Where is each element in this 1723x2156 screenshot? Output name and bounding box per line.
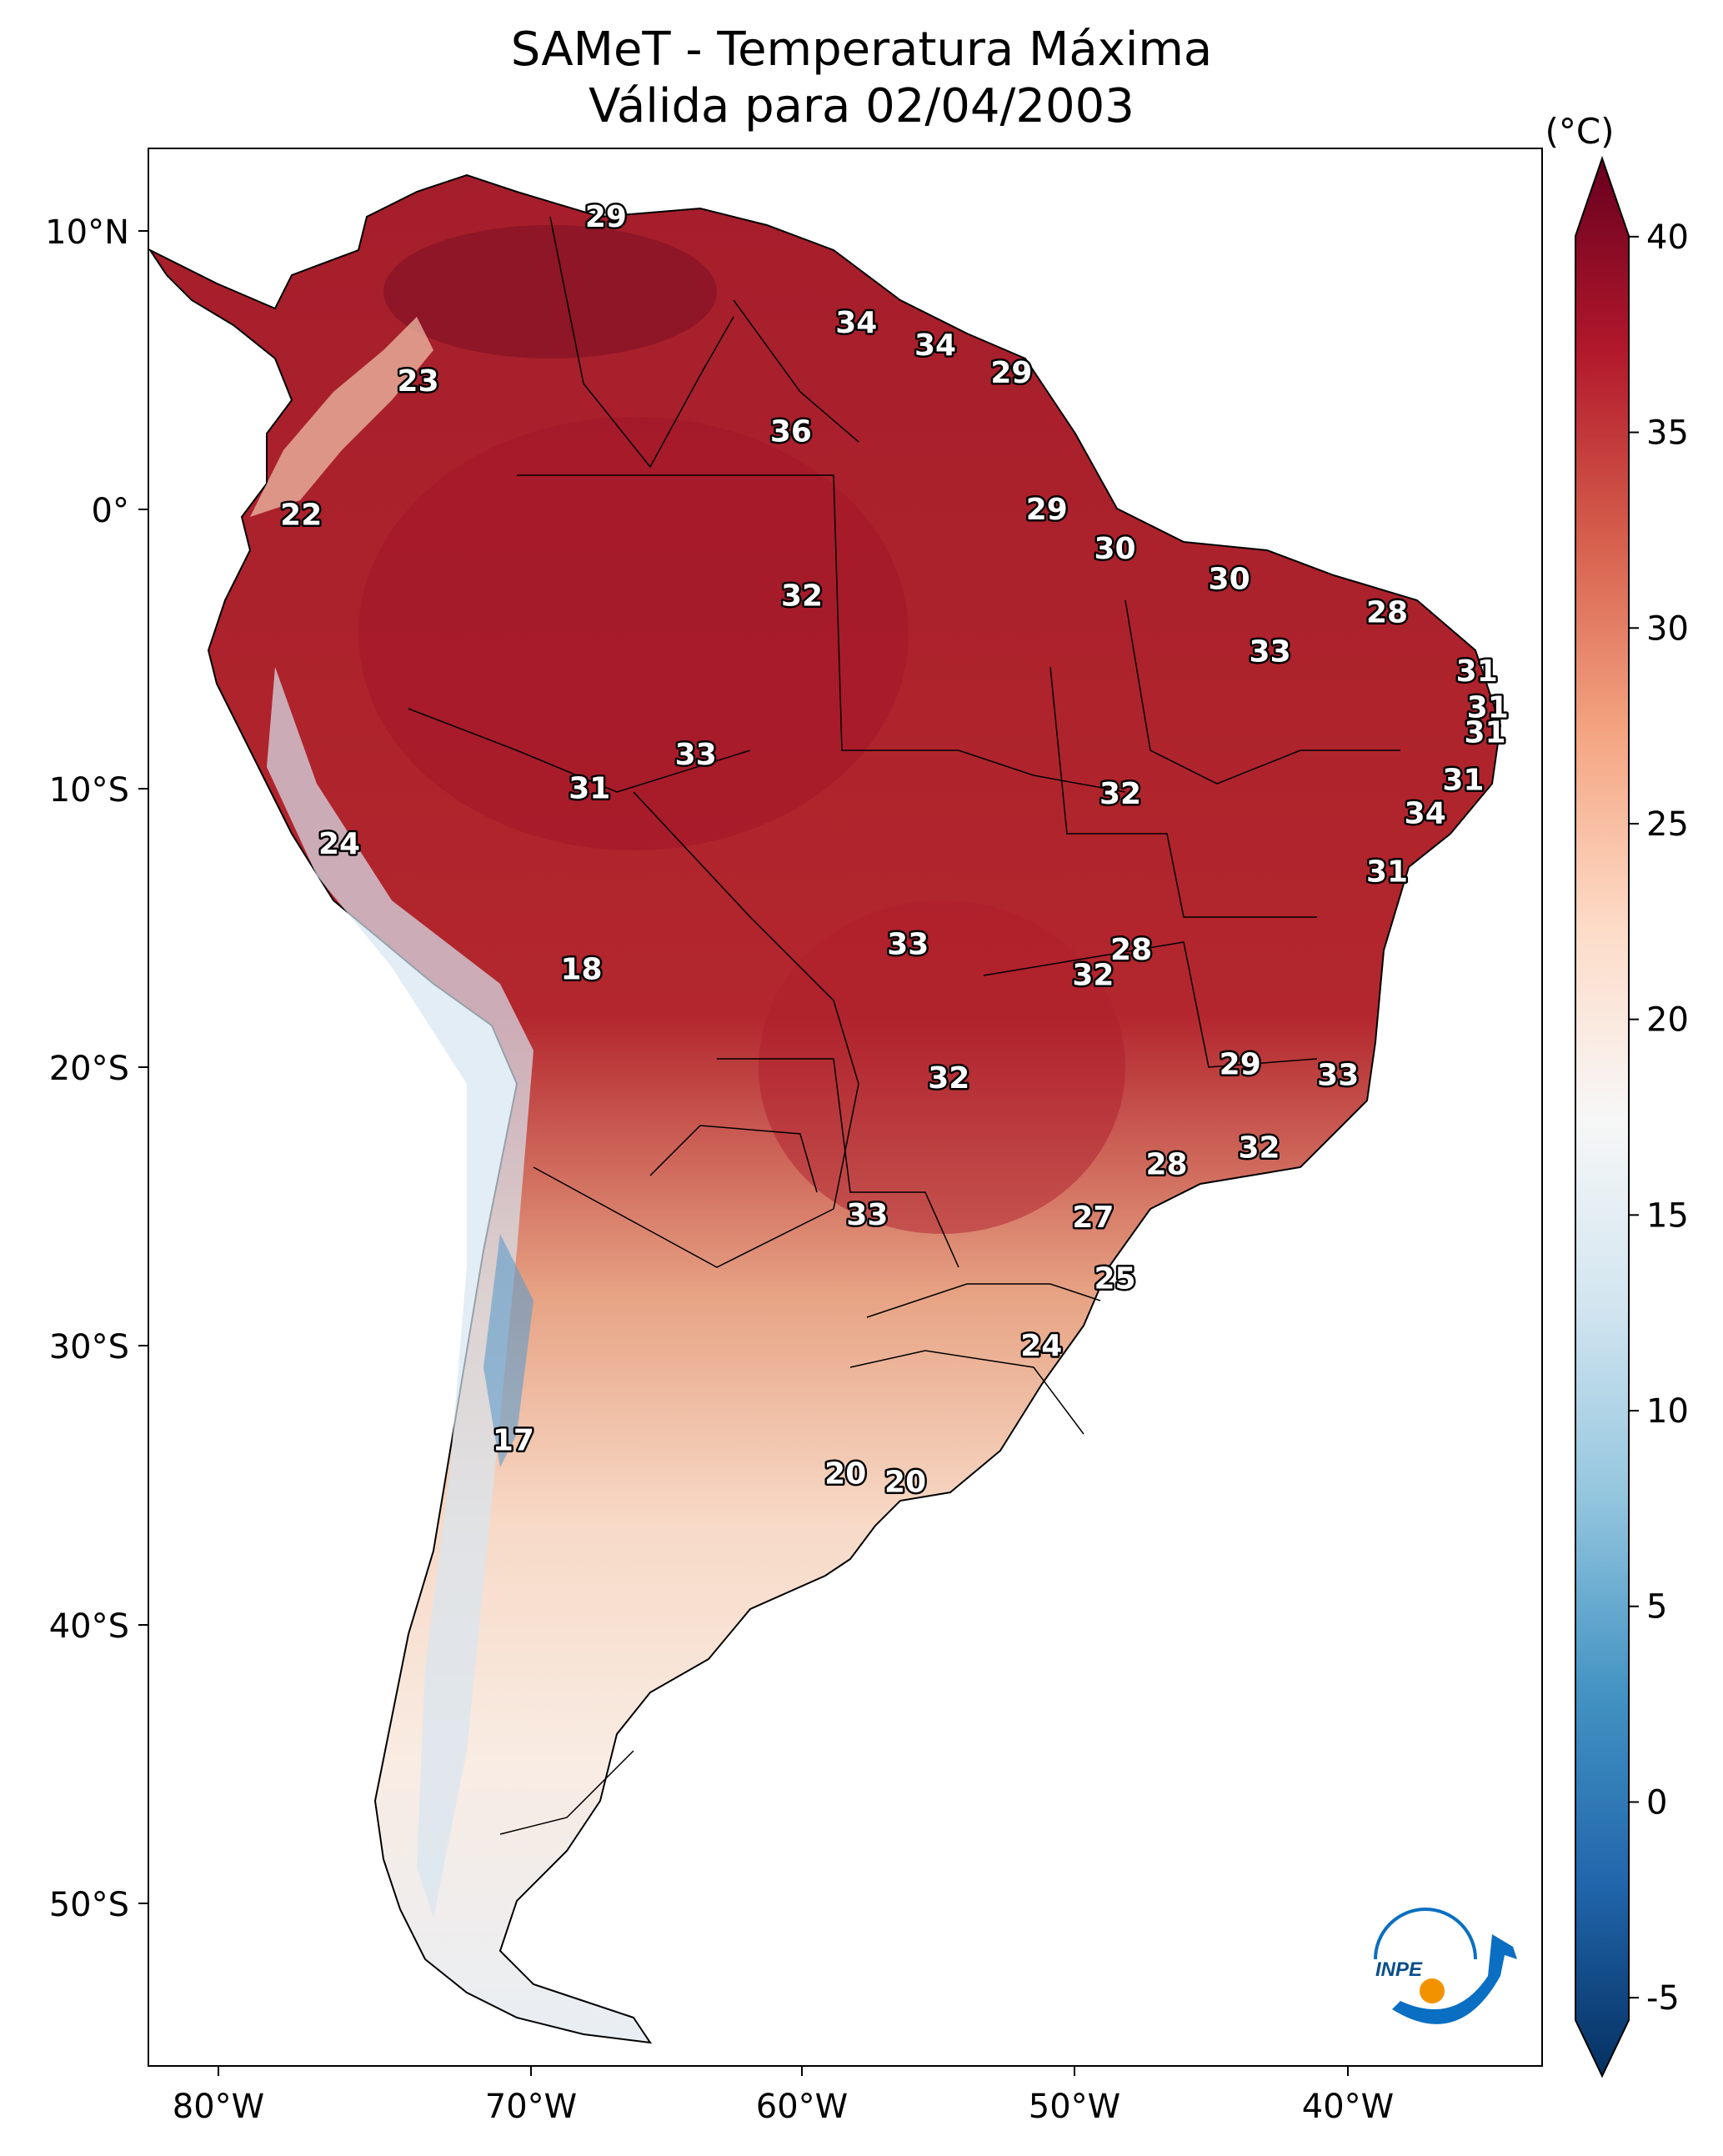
- map-subtitle: Válida para 02/04/2003: [589, 79, 1134, 133]
- lat-tick-labels: 10°N 0° 10°S 20°S 30°S 40°S 50°S: [45, 213, 129, 1924]
- colorbar-tick-label: 30: [1646, 609, 1689, 648]
- station-value-label: 30: [1209, 563, 1250, 597]
- colorbar-tick-label: 35: [1646, 414, 1689, 453]
- station-value-label: 18: [560, 953, 602, 987]
- colorbar-tick-label: 40: [1646, 218, 1689, 257]
- lat-tick-label: 0°: [92, 492, 129, 530]
- colorbar-tick-label: 25: [1646, 805, 1689, 844]
- lon-tick-label: 60°W: [756, 2088, 848, 2126]
- lat-tick-label: 40°S: [49, 1607, 129, 1646]
- station-value-label: 33: [1317, 1059, 1359, 1093]
- colorbar-tick-label: 5: [1646, 1588, 1667, 1627]
- station-value-label: 33: [1250, 635, 1291, 669]
- station-value-label: 17: [493, 1424, 534, 1458]
- lat-tick-label: 50°S: [49, 1886, 129, 1924]
- station-value-label: 20: [884, 1466, 926, 1500]
- colorbar-tick-label: 10: [1646, 1392, 1689, 1431]
- lat-tick-label: 20°S: [49, 1050, 129, 1088]
- station-value-label: 28: [1145, 1148, 1187, 1182]
- station-value-label: 31: [1442, 763, 1484, 797]
- station-value-label: 34: [835, 306, 877, 340]
- logo-arrow-icon: [1392, 1934, 1517, 2024]
- station-value-label: 33: [887, 928, 929, 962]
- lon-tick-label: 70°W: [485, 2088, 577, 2126]
- lat-tick-label: 30°S: [49, 1328, 129, 1366]
- station-value-label: 34: [914, 328, 956, 363]
- logo-orbit-icon: [1374, 1908, 1477, 1960]
- station-value-label: 34: [1405, 796, 1446, 830]
- colorbar-units: (°C): [1545, 111, 1614, 152]
- map-title: SAMeT - Temperatura Máxima: [510, 23, 1213, 77]
- station-value-label: 28: [1366, 596, 1408, 630]
- station-value-label: 24: [1020, 1329, 1062, 1363]
- logo-dot-icon: [1420, 1978, 1445, 2003]
- colorbar-tick-label: -5: [1646, 1979, 1680, 2018]
- station-value-label: 27: [1072, 1201, 1114, 1235]
- station-value-label: 33: [846, 1198, 888, 1232]
- station-value-label: 29: [990, 356, 1032, 390]
- station-value-label: 25: [1094, 1262, 1135, 1296]
- logo-text: INPE: [1375, 1958, 1423, 1981]
- station-value-label: 31: [1366, 855, 1408, 890]
- station-value-label: 32: [1072, 958, 1114, 992]
- colorbar: -5 0 5 10 15 20 25 30 35 40 (°C): [1545, 111, 1689, 2078]
- station-value-label: 28: [1110, 933, 1152, 967]
- lon-tick-marks: [218, 2066, 1349, 2076]
- station-value-label: 31: [568, 771, 610, 805]
- colorbar-tick-label: 0: [1646, 1783, 1667, 1822]
- station-value-label: 20: [824, 1457, 866, 1492]
- station-value-label: 36: [770, 414, 812, 449]
- station-value-label: 30: [1094, 532, 1135, 566]
- station-value-label: 32: [1099, 777, 1141, 811]
- lat-tick-label: 10°N: [45, 213, 129, 252]
- lon-tick-label: 40°W: [1302, 2088, 1394, 2126]
- station-value-label: 31: [1456, 654, 1498, 689]
- political-boundaries: [408, 216, 1400, 1835]
- station-value-label: 24: [318, 827, 360, 861]
- colorbar-tick-label: 20: [1646, 1001, 1689, 1040]
- lat-tick-label: 10°S: [49, 771, 129, 810]
- colorbar-tick-label: 15: [1646, 1196, 1689, 1235]
- station-value-label: 32: [781, 579, 823, 614]
- station-value-label: 29: [585, 200, 627, 234]
- lat-tick-marks: [138, 230, 148, 1904]
- station-value-label: 31: [1467, 690, 1509, 725]
- lon-tick-label: 80°W: [173, 2088, 264, 2126]
- station-value-label: 32: [1238, 1131, 1280, 1166]
- station-value-label: 33: [675, 738, 717, 772]
- lon-tick-label: 50°W: [1029, 2088, 1120, 2126]
- inpe-logo: INPE: [1374, 1908, 1517, 2024]
- station-value-label: 23: [398, 364, 439, 399]
- lon-tick-labels: 80°W 70°W 60°W 50°W 40°W: [173, 2088, 1394, 2126]
- colorbar-ticks: -5 0 5 10 15 20 25 30 35 40: [1629, 218, 1689, 2018]
- colorbar-body: [1575, 155, 1630, 2078]
- station-value-label: 29: [1220, 1047, 1261, 1081]
- station-value-label: 29: [1026, 493, 1068, 527]
- station-value-label: 31: [1464, 715, 1505, 750]
- station-value-label: 22: [280, 499, 322, 533]
- station-value-label: 32: [928, 1061, 969, 1096]
